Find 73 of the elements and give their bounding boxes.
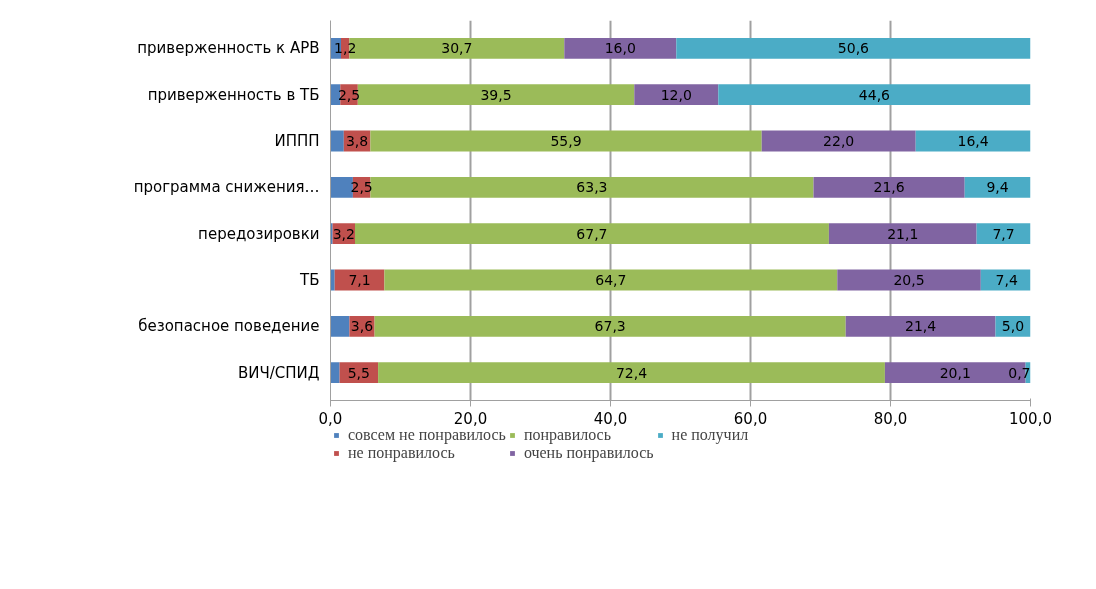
bar [676,37,1031,59]
bar [330,362,340,384]
data-label: 5,5 [347,364,370,381]
x-tick-label: 0,0 [318,409,343,428]
data-label: 44,6 [858,86,891,103]
bar [355,223,829,245]
y-tick-label: приверженность к АРВ [137,39,320,58]
bar [330,315,350,337]
data-label: 0,7 [1008,364,1031,381]
data-label: 3,6 [350,318,374,335]
bar [370,130,762,152]
legend-label: не понравилось [348,444,455,462]
y-tick-label: программа снижения… [133,178,320,197]
bar [384,269,838,291]
data-label: 21,1 [887,225,919,242]
data-label: 7,7 [992,225,1015,242]
bar [964,176,1031,198]
data-label: 30,7 [441,40,473,57]
x-tick-label: 20,0 [453,409,488,428]
bar [330,176,353,198]
legend-label: не получил [671,426,749,444]
data-label: 20,5 [893,272,925,289]
legend-label: совсем не понравилось [348,426,506,444]
bar [718,84,1031,106]
y-tick-label: приверженность в ТБ [147,85,320,104]
y-tick-label: безопасное поведение [138,317,320,336]
bar [330,84,341,106]
legend-label: понравилось [523,426,611,444]
data-label: 63,3 [576,179,608,196]
bar [370,176,814,198]
x-tick-label: 60,0 [733,409,768,428]
data-label: 16,4 [957,132,989,149]
bar [837,269,981,291]
bar [761,130,916,152]
bar [374,315,846,337]
bar [330,130,344,152]
data-label: 55,9 [550,132,582,149]
data-label: 21,6 [873,179,905,196]
data-label: 7,4 [995,272,1018,289]
y-tick-label: ТБ [299,271,320,290]
data-label: 67,3 [594,318,626,335]
data-label: 64,7 [595,272,627,289]
data-label: 20,1 [939,364,971,381]
x-tick-label: 40,0 [593,409,628,428]
bar [845,315,996,337]
x-tick-label: 100,0 [1009,409,1052,428]
data-label: 9,4 [986,179,1009,196]
data-label: 39,5 [480,86,512,103]
data-label: 16,0 [604,40,636,57]
bar [813,176,965,198]
data-label: 12,0 [660,86,692,103]
bar [357,84,635,106]
bar [634,84,719,106]
bar [564,37,677,59]
legend-label: очень понравилось [523,444,654,462]
bar [330,223,333,245]
data-label: 72,4 [615,364,648,381]
bar [976,223,1031,245]
y-tick-label: передозировки [198,224,320,243]
data-label: 7,1 [348,272,371,289]
bar [828,223,977,245]
y-tick-label: ВИЧ/СПИД [237,363,320,382]
data-label: 5,0 [1001,318,1025,335]
bar [330,269,335,291]
data-label: 50,6 [837,40,870,57]
data-label: 21,4 [905,318,937,335]
y-tick-label: ИППП [274,131,320,150]
data-label: 67,7 [576,225,608,242]
data-label: 22,0 [823,132,855,149]
bar [378,362,885,384]
data-label: 3,2 [332,225,355,242]
data-label: 3,8 [345,132,369,149]
x-tick-label: 80,0 [873,409,908,428]
